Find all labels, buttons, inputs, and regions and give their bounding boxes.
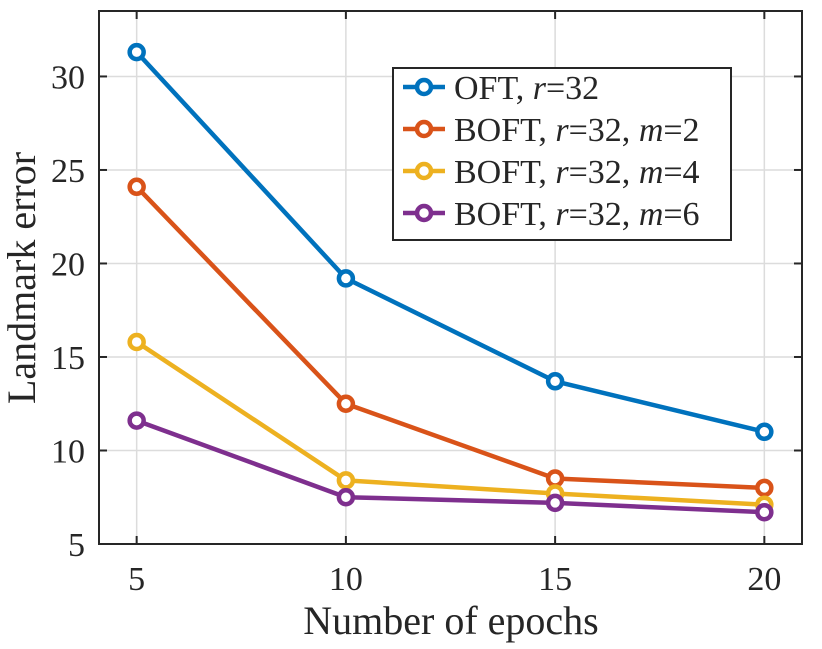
series-line <box>135 340 765 507</box>
data-point <box>127 411 146 430</box>
data-point <box>755 502 774 522</box>
y-tick-label: 30 <box>51 59 85 96</box>
data-point <box>755 422 774 442</box>
x-tick-label: 20 <box>747 561 781 598</box>
legend-swatch-marker <box>414 119 434 139</box>
data-point <box>336 269 356 288</box>
legend-label: BOFT, r=32, m=4 <box>454 154 700 191</box>
data-point <box>127 42 146 62</box>
data-point <box>336 471 356 490</box>
x-tick-label: 10 <box>329 561 363 598</box>
legend-label: BOFT, r=32, m=2 <box>454 112 700 149</box>
legend-swatch-marker <box>414 161 434 181</box>
legend-swatch-marker <box>414 77 434 97</box>
series-line <box>135 50 765 434</box>
legend-box <box>392 67 732 241</box>
data-point <box>336 487 356 507</box>
y-axis-label: Landmark error <box>0 152 44 404</box>
axes: 5 10 15 20 5 10 15 20 25 30 <box>51 10 803 598</box>
legend-swatch-marker <box>414 203 434 223</box>
x-tick-label: 5 <box>128 561 145 598</box>
series-layer <box>127 42 774 522</box>
data-point <box>336 394 356 413</box>
y-tick-label: 15 <box>51 340 85 377</box>
data-point <box>545 372 565 391</box>
plot-frame <box>98 10 803 545</box>
data-point <box>545 493 565 513</box>
y-tick-label: 20 <box>51 246 85 283</box>
y-tick-label: 5 <box>68 527 85 564</box>
x-axis-label: Number of epochs <box>303 598 598 643</box>
y-tick-label: 25 <box>51 153 85 190</box>
legend-label: OFT, r=32 <box>454 70 599 107</box>
legend-label: BOFT, r=32, m=6 <box>454 196 700 233</box>
y-tick-label: 10 <box>51 433 85 470</box>
series-line <box>135 418 765 515</box>
legend: OFT, r=32 BOFT, r=32, m=2 BOFT, r=32, m=4 B… <box>392 67 732 241</box>
x-tick-label: 15 <box>538 561 572 598</box>
series-line <box>135 185 765 491</box>
data-point <box>127 177 146 197</box>
data-point <box>545 469 565 488</box>
data-point <box>127 332 146 352</box>
data-point <box>755 478 774 498</box>
